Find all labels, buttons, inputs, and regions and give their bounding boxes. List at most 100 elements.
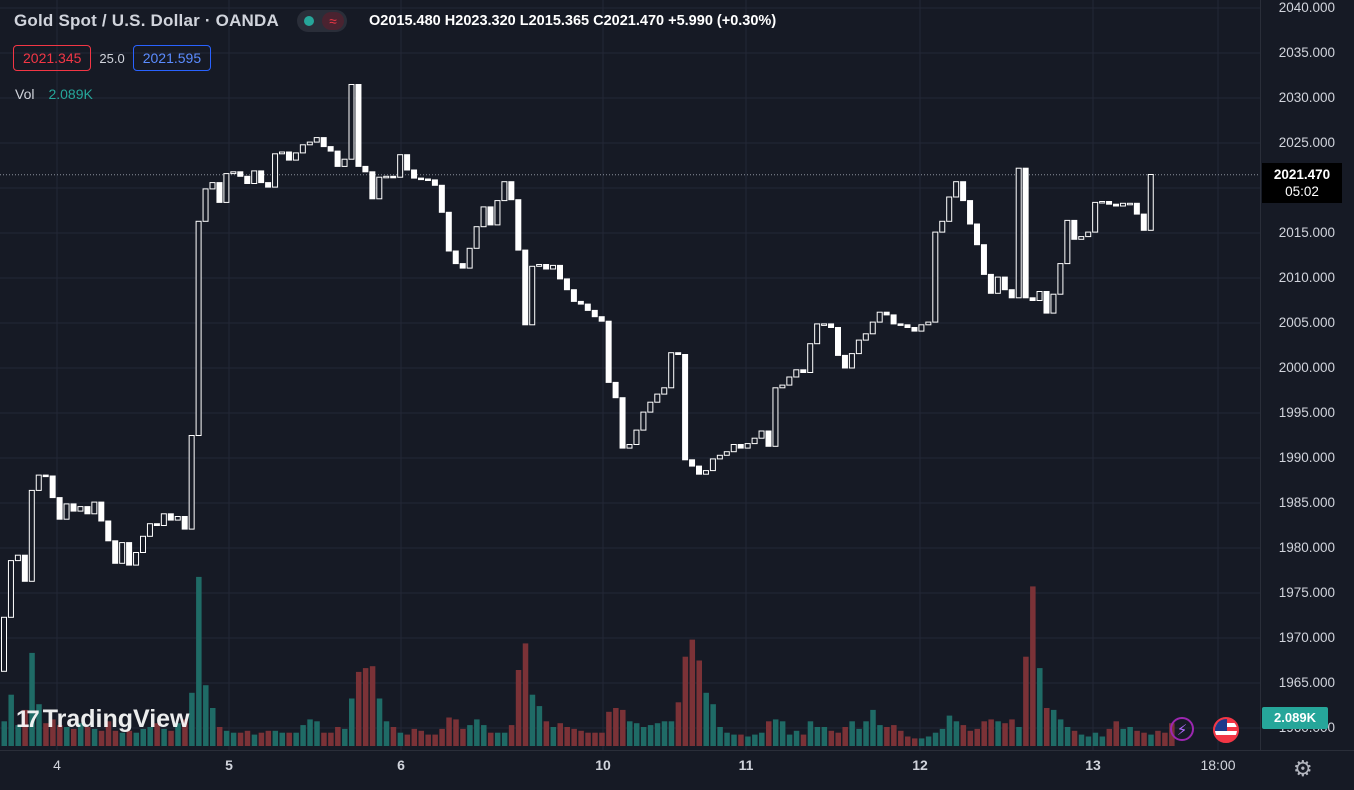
volume-bar — [223, 730, 230, 746]
volume-bar — [453, 719, 459, 746]
volume-bar — [640, 727, 647, 746]
volume-bar — [189, 692, 195, 746]
volume-bar — [1002, 723, 1008, 746]
candle — [466, 247, 473, 269]
volume-bar — [1099, 736, 1106, 746]
candle — [1050, 293, 1057, 314]
candle — [501, 181, 508, 202]
volume-bar — [828, 730, 835, 746]
volume-bar — [564, 727, 570, 746]
volume-bar — [1085, 736, 1092, 746]
candle — [939, 220, 946, 233]
volume-bar — [237, 732, 244, 746]
volume-bar — [668, 721, 675, 746]
candle — [431, 179, 438, 186]
candle — [119, 542, 126, 564]
volume-bar — [738, 734, 744, 746]
volume-bar — [22, 709, 28, 746]
candle — [418, 177, 424, 181]
buy-button[interactable]: 2021.595 — [132, 45, 212, 71]
volume-bar — [1162, 732, 1168, 746]
time-tick-label: 10 — [595, 757, 611, 773]
volume-bar — [355, 671, 362, 746]
candle — [355, 84, 362, 167]
volume-bar — [613, 708, 619, 746]
candle — [515, 199, 522, 251]
volume-bar — [856, 728, 862, 746]
volume-bar — [147, 727, 153, 746]
volume-legend[interactable]: Vol 2.089K — [15, 86, 93, 102]
volume-bar — [870, 709, 876, 746]
volume-bar — [1148, 734, 1154, 746]
candle — [751, 437, 758, 445]
candle — [1113, 203, 1119, 207]
candle — [7, 560, 14, 618]
candle — [696, 465, 702, 475]
candle — [292, 152, 299, 161]
volume-bar — [793, 730, 800, 746]
volume-bar — [522, 643, 529, 746]
candle — [508, 181, 515, 201]
candle — [876, 311, 883, 323]
volume-bar — [508, 725, 515, 746]
volume-bar — [349, 698, 355, 746]
change-value: +5.990 (+0.30%) — [668, 13, 777, 29]
candle — [383, 175, 390, 179]
candle — [737, 444, 744, 449]
candle — [723, 451, 730, 456]
volume-bar — [1106, 728, 1113, 746]
candlestick-chart[interactable] — [0, 0, 1260, 750]
candle — [28, 489, 35, 582]
volume-bar — [328, 732, 334, 746]
last-price-value: 2021.470 — [1273, 167, 1331, 182]
volume-bar — [216, 727, 223, 746]
time-axis[interactable]: ⚙ 4 5 6 10 11 12 13 18:00 — [0, 750, 1354, 790]
candle — [890, 314, 897, 325]
candle — [188, 435, 195, 530]
volume-bar — [1, 721, 7, 746]
volume-bar — [696, 660, 702, 746]
us-flag-icon[interactable] — [1213, 717, 1239, 743]
volume-bar — [230, 732, 237, 746]
wave-icon: ≈ — [321, 12, 344, 30]
candle — [980, 244, 987, 275]
symbol-legend: Gold Spot / U.S. Dollar · OANDA ≈ O2015.… — [14, 10, 776, 32]
volume-bar — [161, 728, 167, 746]
volume-bar — [606, 711, 612, 746]
volume-bar — [974, 728, 980, 746]
candle — [974, 223, 980, 246]
volume-bar — [91, 728, 98, 746]
volume-bar — [689, 639, 696, 746]
time-tick-label: 12 — [912, 757, 928, 773]
volume-bar — [779, 721, 786, 746]
volume-badge: 2.089K — [1262, 707, 1328, 729]
volume-bar — [814, 727, 821, 746]
candle — [668, 352, 675, 389]
tradingview-logo[interactable]: 17 TradingView — [16, 705, 190, 734]
lightning-icon[interactable]: ⚡ — [1170, 717, 1194, 741]
volume-bar — [578, 730, 584, 746]
market-status-pill[interactable]: ≈ — [296, 10, 347, 32]
candle — [689, 459, 696, 467]
candle — [702, 470, 709, 475]
candle — [987, 273, 994, 294]
candle — [1126, 202, 1133, 206]
price-tick-label: 1970.000 — [1278, 630, 1335, 645]
symbol-title[interactable]: Gold Spot / U.S. Dollar · OANDA — [14, 11, 279, 30]
candle — [654, 393, 661, 403]
candle — [779, 384, 786, 389]
candle — [376, 176, 383, 200]
volume-bar — [307, 719, 313, 746]
price-axis[interactable]: 2040.0002035.0002030.0002025.0002020.000… — [1260, 0, 1354, 750]
candle — [800, 369, 807, 373]
volume-bar — [835, 732, 841, 746]
candle — [397, 154, 404, 178]
volume-bar — [279, 732, 285, 746]
chart-plot-area[interactable]: Gold Spot / U.S. Dollar · OANDA ≈ O2015.… — [0, 0, 1260, 750]
gear-icon[interactable]: ⚙ — [1293, 756, 1313, 781]
candle — [146, 523, 153, 537]
sell-button[interactable]: 2021.345 — [13, 45, 92, 71]
volume-bar — [661, 721, 668, 746]
candle — [1078, 236, 1085, 240]
price-tick-label: 2000.000 — [1278, 360, 1335, 375]
